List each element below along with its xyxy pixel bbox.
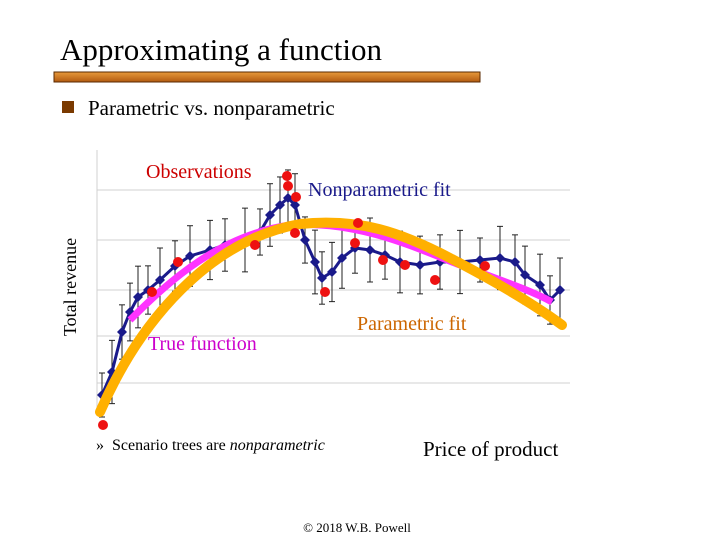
bullet-marker <box>62 101 74 113</box>
parametric-label: Parametric fit <box>357 313 467 335</box>
observations <box>98 171 490 430</box>
nonparametric-points <box>97 193 565 400</box>
diamond <box>415 260 425 270</box>
diamond <box>275 200 285 210</box>
error-bars <box>99 169 563 418</box>
true-function-label: True function <box>148 333 257 355</box>
diamond <box>555 285 565 295</box>
diamond <box>327 267 337 277</box>
diamond <box>337 253 347 263</box>
diamond <box>317 273 327 283</box>
nonparametric-label: Nonparametric fit <box>308 179 451 201</box>
diamond <box>265 210 275 220</box>
diamond <box>133 292 143 302</box>
diamond <box>510 257 520 267</box>
diamond <box>117 327 127 337</box>
diamond <box>520 270 530 280</box>
sub-bullet: » Scenario trees are nonparametric <box>96 437 325 454</box>
diamond <box>495 253 505 263</box>
footer: © 2018 W.B. Powell <box>303 520 411 535</box>
diamond <box>300 235 310 245</box>
diamond <box>185 251 195 261</box>
x-axis-label: Price of product <box>423 437 558 461</box>
diamond <box>283 193 293 203</box>
slide-title: Approximating a function <box>60 32 382 67</box>
sub-bullet-marker: » <box>96 437 104 454</box>
y-axis-label: Total revenue <box>60 238 80 336</box>
bullet-text: Parametric vs. nonparametric <box>88 96 335 120</box>
sub-bullet-emphasis: nonparametric <box>230 437 325 454</box>
diamond <box>155 275 165 285</box>
title-underline <box>53 71 481 83</box>
observations-label: Observations <box>146 161 252 183</box>
diamond <box>290 200 300 210</box>
diamond <box>310 257 320 267</box>
sub-bullet-text: Scenario trees are <box>112 437 226 454</box>
diamond <box>365 245 375 255</box>
diamond <box>535 280 545 290</box>
parametric-curve <box>95 217 567 417</box>
